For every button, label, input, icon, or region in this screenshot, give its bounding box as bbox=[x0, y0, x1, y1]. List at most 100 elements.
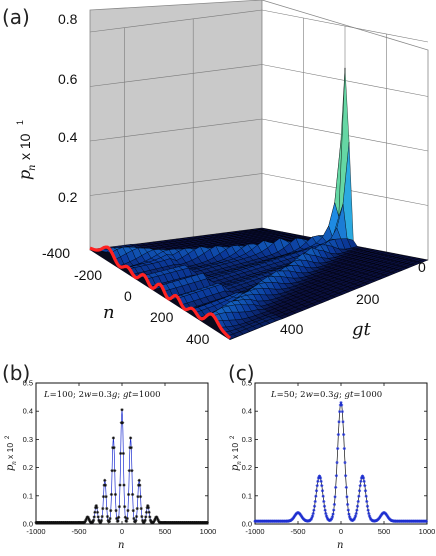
data-point-b bbox=[106, 518, 110, 523]
data-point-b bbox=[129, 436, 133, 440]
data-point-c bbox=[335, 461, 339, 465]
data-point-b bbox=[100, 515, 104, 519]
data-point-b bbox=[132, 516, 136, 521]
data-point-c bbox=[354, 511, 358, 516]
data-point-b bbox=[113, 492, 117, 497]
data-point-c bbox=[355, 504, 360, 508]
data-point-b bbox=[84, 519, 88, 523]
data-point-c bbox=[316, 479, 320, 483]
data-point-b bbox=[127, 469, 131, 473]
data-point-c bbox=[363, 484, 367, 488]
data-point-c bbox=[347, 512, 351, 516]
surface-mesh bbox=[89, 67, 429, 340]
data-point-c bbox=[344, 485, 348, 489]
annotation-c: L=50; 2w=0.3g; gt=1000 bbox=[270, 390, 382, 400]
data-point-c bbox=[310, 516, 314, 520]
data-point-c bbox=[353, 516, 357, 520]
data-point-c bbox=[322, 504, 327, 508]
data-point-c bbox=[318, 474, 322, 478]
data-point-b bbox=[147, 510, 151, 514]
data-point-b bbox=[140, 515, 144, 519]
data-point-b bbox=[118, 483, 122, 487]
panel-b-label: (b) bbox=[2, 361, 30, 385]
data-point-b bbox=[129, 446, 133, 450]
ylabel-gt: gt bbox=[352, 319, 372, 340]
data-point-b bbox=[115, 516, 119, 521]
data-point-b bbox=[130, 492, 135, 497]
data-point-c bbox=[341, 420, 345, 424]
data-point-b bbox=[107, 519, 112, 524]
data-point-c bbox=[330, 515, 334, 519]
data-point-b bbox=[95, 506, 99, 510]
data-point-c bbox=[336, 432, 340, 437]
data-point-b bbox=[138, 495, 143, 499]
series-b bbox=[34, 408, 209, 525]
data-point-c bbox=[366, 508, 370, 512]
ylabel-b-base: p bbox=[5, 464, 16, 471]
ytick-label-c-3: 0.3 bbox=[242, 435, 252, 444]
data-point-b bbox=[140, 518, 145, 523]
data-point-b bbox=[133, 520, 137, 524]
data-point-b bbox=[134, 515, 139, 519]
data-point-c bbox=[321, 494, 325, 498]
data-point-c bbox=[315, 484, 319, 488]
wall-gridline-z0 bbox=[89, 173, 429, 206]
data-point-b bbox=[113, 469, 117, 473]
xtick-label-c-1: -500 bbox=[290, 527, 305, 536]
data-point-c bbox=[332, 508, 336, 512]
data-point-c bbox=[352, 517, 356, 521]
xtick-label-c-3: 500 bbox=[378, 527, 391, 536]
data-point-c bbox=[339, 401, 343, 405]
xlabel-n: n bbox=[103, 302, 115, 323]
ztick-0.4: 0.4 bbox=[58, 129, 78, 145]
data-point-b bbox=[152, 519, 157, 523]
wall-grid bbox=[89, 9, 429, 252]
data-point-c bbox=[342, 446, 346, 451]
xlabel-c: n bbox=[337, 540, 343, 551]
data-point-b bbox=[146, 504, 150, 508]
data-point-c bbox=[368, 516, 372, 520]
ztick-0.6: 0.6 bbox=[58, 71, 78, 87]
gttick-0: 0 bbox=[418, 259, 426, 275]
data-point-b bbox=[130, 469, 134, 473]
data-point-c bbox=[357, 489, 362, 493]
xtick-label-b-3: 500 bbox=[159, 527, 172, 536]
series-line-c bbox=[255, 401, 427, 522]
data-point-c bbox=[338, 410, 342, 414]
data-point-c bbox=[359, 476, 364, 480]
xtick-label-b-1: -500 bbox=[71, 527, 86, 536]
data-point-c bbox=[365, 504, 370, 508]
data-point-c bbox=[359, 479, 363, 483]
data-point-c bbox=[318, 476, 323, 480]
axes-b: -1000 -500 0 500 1000 0.0 0.1 0.2 0.3 0.4 0.5 bbox=[23, 379, 217, 537]
xtick-label-b-4: 1000 bbox=[200, 527, 217, 536]
data-point-b bbox=[136, 495, 140, 499]
data-point-c bbox=[362, 479, 366, 483]
data-point-b bbox=[139, 506, 143, 511]
data-point-b bbox=[121, 421, 125, 425]
data-point-b bbox=[156, 519, 160, 523]
data-point-c bbox=[334, 485, 338, 489]
data-point-b bbox=[114, 509, 118, 513]
data-point-b bbox=[144, 515, 148, 519]
ntick-400: 400 bbox=[186, 331, 210, 347]
ytick-label-c-2: 0.2 bbox=[242, 463, 252, 472]
zlabel-mult: x 10 bbox=[17, 133, 33, 160]
data-point-b bbox=[205, 520, 209, 525]
panel-a-surface-plot: (a) 0.8 0.6 0.4 0.2 p n x 10 1 -400 -200… bbox=[2, 0, 429, 347]
data-point-b bbox=[109, 492, 114, 497]
data-point-c bbox=[322, 499, 326, 504]
data-point-b bbox=[127, 492, 131, 497]
data-point-c bbox=[324, 511, 328, 516]
data-point-c bbox=[361, 476, 366, 480]
data-point-b bbox=[105, 506, 109, 511]
data-point-b bbox=[123, 515, 127, 519]
data-point-b bbox=[108, 516, 112, 521]
data-point-c bbox=[353, 514, 358, 518]
data-point-b bbox=[97, 518, 101, 522]
ytick-label-c-5: 0.5 bbox=[242, 379, 252, 388]
xlabel-b: n bbox=[118, 540, 124, 551]
axes-c: -1000 -500 0 500 1000 0.0 0.1 0.2 0.3 0.4 0.5 bbox=[242, 379, 436, 537]
gttick-200: 200 bbox=[356, 291, 380, 307]
